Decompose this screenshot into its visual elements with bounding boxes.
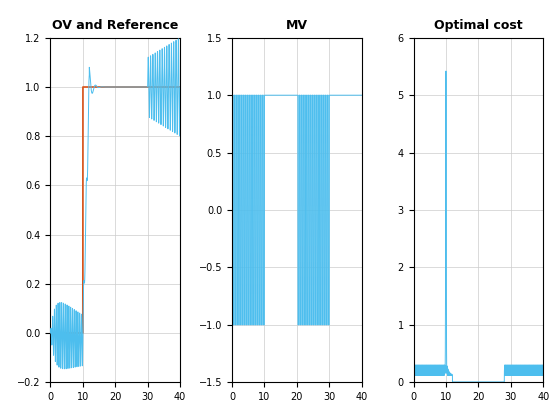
Title: MV: MV (286, 19, 308, 32)
Title: OV and Reference: OV and Reference (52, 19, 179, 32)
Title: Optimal cost: Optimal cost (434, 19, 522, 32)
